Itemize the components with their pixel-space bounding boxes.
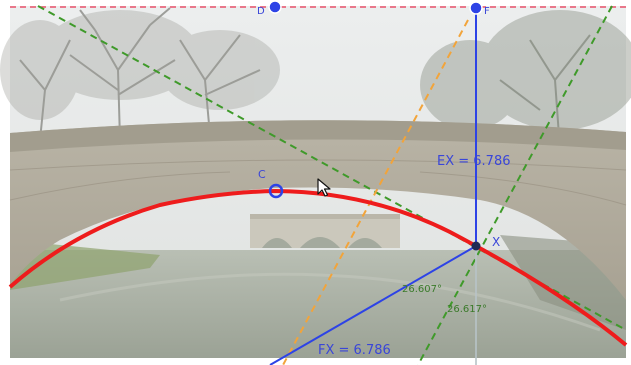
- segment-focus-to-x[interactable]: [269, 245, 477, 365]
- background-photo: [0, 6, 631, 358]
- label-c: C: [258, 168, 266, 181]
- label-d: D: [257, 6, 265, 17]
- label-x: X: [492, 235, 500, 249]
- point-x[interactable]: [471, 241, 481, 251]
- label-f: F: [484, 6, 490, 17]
- ex-measure-label: EX = 6.786: [437, 154, 511, 169]
- green-dashed-line-left[interactable]: [37, 5, 627, 331]
- green-dashed-line-right[interactable]: [417, 5, 613, 365]
- point-d[interactable]: [268, 0, 282, 14]
- fx-measure-label: FX = 6.786: [318, 343, 391, 358]
- point-f[interactable]: [469, 1, 483, 15]
- point-c[interactable]: [268, 183, 284, 199]
- parabola-curve[interactable]: [8, 188, 628, 347]
- angle-label-b: 26.617°: [447, 304, 487, 315]
- mouse-pointer-icon: [317, 178, 331, 197]
- orange-dashed-line[interactable]: [282, 19, 469, 365]
- angle-label-a: 26.607°: [402, 284, 442, 295]
